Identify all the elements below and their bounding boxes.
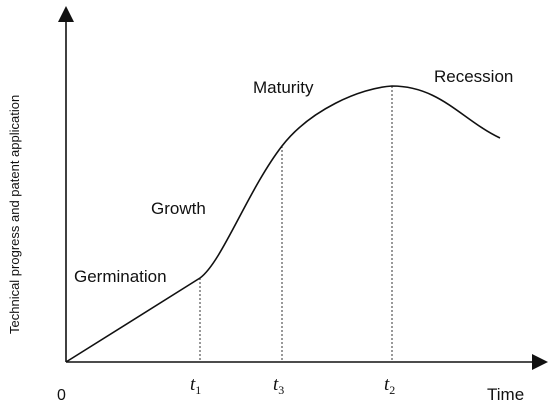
lifecycle-curve	[65, 85, 501, 363]
y-axis-label: Technical progress and patent applicatio…	[7, 95, 22, 334]
x-axis-label: Time	[487, 385, 524, 404]
origin-label: 0	[57, 387, 66, 404]
tick-label-t1: t1	[190, 374, 201, 397]
stage-label-recession: Recession	[434, 67, 513, 86]
stage-label-maturity: Maturity	[253, 78, 314, 97]
tick-label-t2: t2	[384, 374, 395, 397]
stage-label-germination: Germination	[74, 267, 167, 286]
tick-label-t3: t3	[273, 374, 284, 397]
stage-label-growth: Growth	[151, 199, 206, 218]
